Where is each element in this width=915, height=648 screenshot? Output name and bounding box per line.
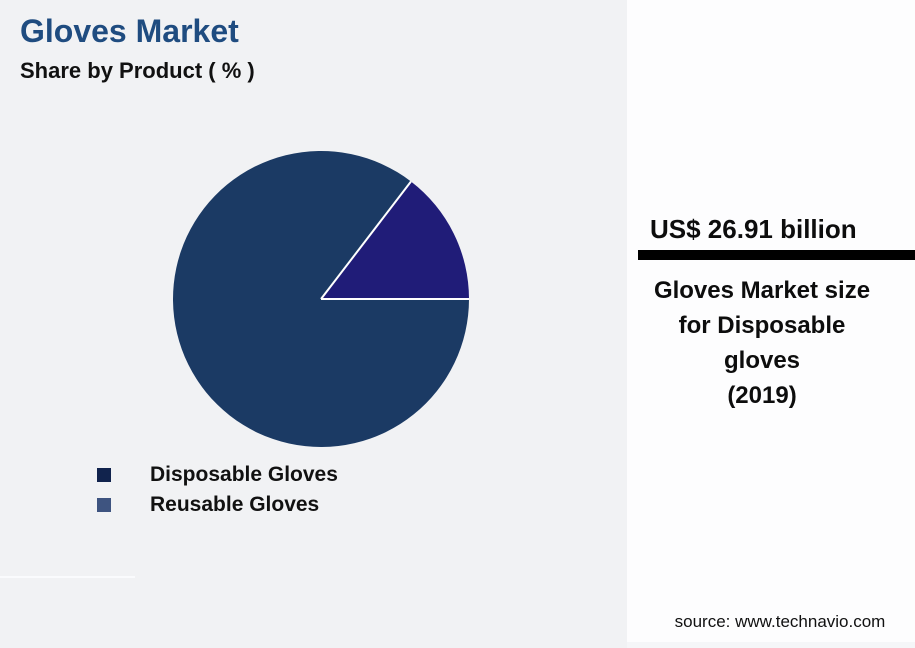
page-subtitle: Share by Product ( % ) [20, 58, 255, 83]
chart-area: Gloves Market Share by Product ( % ) Dis… [0, 13, 469, 578]
pie-chart [173, 151, 469, 448]
divider-line [0, 576, 135, 578]
legend-label-reusable: Reusable Gloves [150, 493, 320, 516]
source-text: source: www.technavio.com [674, 612, 886, 631]
market-value: US$ 26.91 billion [650, 214, 857, 244]
legend-marker-reusable-icon [97, 498, 111, 512]
legend-item-disposable: Disposable Gloves [97, 460, 338, 490]
divider-bar [638, 250, 915, 260]
page-title: Gloves Market [20, 13, 239, 49]
market-description: Gloves Market size for Disposable gloves… [653, 277, 871, 409]
legend-label-disposable: Disposable Gloves [150, 463, 338, 486]
panel-footer-strip [627, 642, 915, 648]
legend-marker-disposable-icon [97, 468, 111, 482]
legend-item-reusable: Reusable Gloves [97, 490, 338, 520]
chart-legend: Disposable Gloves Reusable Gloves [97, 460, 338, 520]
stat-panel: US$ 26.91 billion Gloves Market size for… [627, 0, 915, 642]
